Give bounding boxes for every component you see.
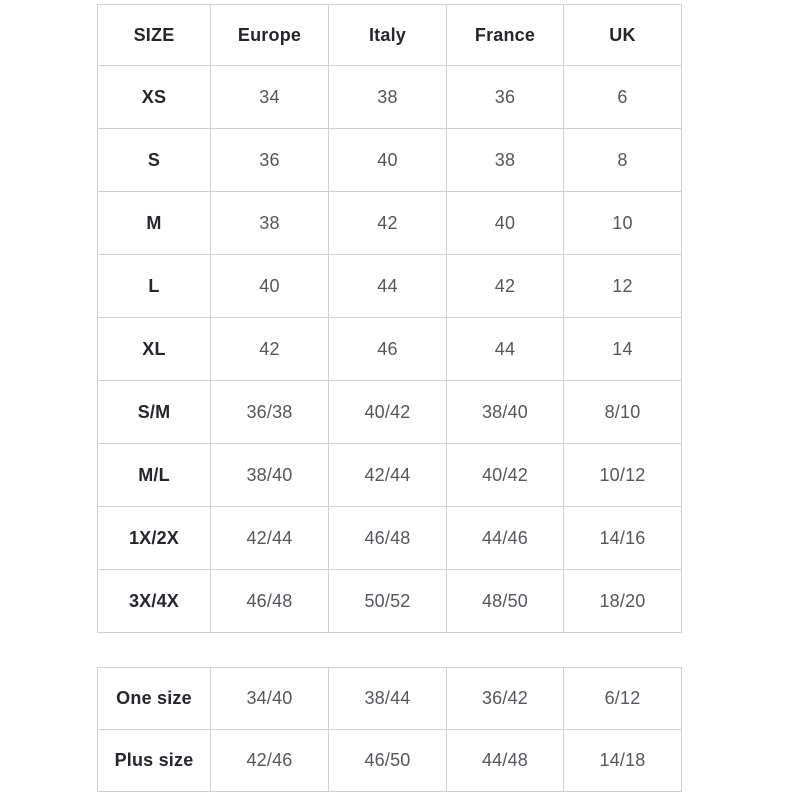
cell-plus-size-france: 44/48	[446, 729, 564, 792]
cell-one-size-europe: 34/40	[210, 667, 329, 730]
row-label-one-size: One size	[97, 667, 211, 730]
cell-3x-4x-italy: 50/52	[328, 569, 447, 633]
table-row-m-l: M/L 38/40 42/44 40/42 10/12	[97, 443, 682, 507]
cell-1x-2x-europe: 42/44	[210, 506, 329, 570]
table-row-one-size: One size 34/40 38/44 36/42 6/12	[97, 667, 682, 730]
cell-s-uk: 8	[563, 128, 682, 192]
row-label-s: S	[97, 128, 211, 192]
cell-l-uk: 12	[563, 254, 682, 318]
cell-l-france: 42	[446, 254, 564, 318]
cell-s-m-italy: 40/42	[328, 380, 447, 444]
cell-xs-italy: 38	[328, 65, 447, 129]
row-label-s-m: S/M	[97, 380, 211, 444]
cell-xl-uk: 14	[563, 317, 682, 381]
column-header-europe: Europe	[210, 4, 329, 66]
cell-l-europe: 40	[210, 254, 329, 318]
cell-3x-4x-france: 48/50	[446, 569, 564, 633]
cell-one-size-uk: 6/12	[563, 667, 682, 730]
column-header-france: France	[446, 4, 564, 66]
column-header-italy: Italy	[328, 4, 447, 66]
cell-m-europe: 38	[210, 191, 329, 255]
row-label-1x-2x: 1X/2X	[97, 506, 211, 570]
cell-s-europe: 36	[210, 128, 329, 192]
row-label-xs: XS	[97, 65, 211, 129]
cell-s-m-europe: 36/38	[210, 380, 329, 444]
cell-m-italy: 42	[328, 191, 447, 255]
cell-3x-4x-europe: 46/48	[210, 569, 329, 633]
cell-1x-2x-france: 44/46	[446, 506, 564, 570]
table-row-3x-4x: 3X/4X 46/48 50/52 48/50 18/20	[97, 569, 682, 633]
column-header-size: SIZE	[97, 4, 211, 66]
cell-one-size-italy: 38/44	[328, 667, 447, 730]
cell-one-size-france: 36/42	[446, 667, 564, 730]
cell-xs-france: 36	[446, 65, 564, 129]
table-row-s-m: S/M 36/38 40/42 38/40 8/10	[97, 380, 682, 444]
cell-1x-2x-uk: 14/16	[563, 506, 682, 570]
row-label-xl: XL	[97, 317, 211, 381]
cell-m-france: 40	[446, 191, 564, 255]
cell-m-l-europe: 38/40	[210, 443, 329, 507]
cell-plus-size-europe: 42/46	[210, 729, 329, 792]
row-label-l: L	[97, 254, 211, 318]
table-row-s: S 36 40 38 8	[97, 128, 682, 192]
cell-xs-uk: 6	[563, 65, 682, 129]
cell-m-l-italy: 42/44	[328, 443, 447, 507]
cell-3x-4x-uk: 18/20	[563, 569, 682, 633]
table-row-xl: XL 42 46 44 14	[97, 317, 682, 381]
cell-m-uk: 10	[563, 191, 682, 255]
column-header-uk: UK	[563, 4, 682, 66]
table-row-m: M 38 42 40 10	[97, 191, 682, 255]
cell-l-italy: 44	[328, 254, 447, 318]
row-label-3x-4x: 3X/4X	[97, 569, 211, 633]
header-row: SIZE Europe Italy France UK	[97, 4, 682, 66]
cell-xs-europe: 34	[210, 65, 329, 129]
cell-plus-size-uk: 14/18	[563, 729, 682, 792]
row-label-m-l: M/L	[97, 443, 211, 507]
size-conversion-table: SIZE Europe Italy France UK XS 34 38 36 …	[97, 4, 682, 633]
cell-s-m-uk: 8/10	[563, 380, 682, 444]
cell-plus-size-italy: 46/50	[328, 729, 447, 792]
cell-m-l-uk: 10/12	[563, 443, 682, 507]
table-row-l: L 40 44 42 12	[97, 254, 682, 318]
cell-s-m-france: 38/40	[446, 380, 564, 444]
table-row-plus-size: Plus size 42/46 46/50 44/48 14/18	[97, 729, 682, 792]
cell-m-l-france: 40/42	[446, 443, 564, 507]
cell-xl-france: 44	[446, 317, 564, 381]
cell-xl-italy: 46	[328, 317, 447, 381]
row-label-m: M	[97, 191, 211, 255]
cell-s-france: 38	[446, 128, 564, 192]
table-row-1x-2x: 1X/2X 42/44 46/48 44/46 14/16	[97, 506, 682, 570]
table-row-xs: XS 34 38 36 6	[97, 65, 682, 129]
cell-s-italy: 40	[328, 128, 447, 192]
cell-1x-2x-italy: 46/48	[328, 506, 447, 570]
row-label-plus-size: Plus size	[97, 729, 211, 792]
special-sizes-table: One size 34/40 38/44 36/42 6/12 Plus siz…	[97, 667, 682, 792]
cell-xl-europe: 42	[210, 317, 329, 381]
